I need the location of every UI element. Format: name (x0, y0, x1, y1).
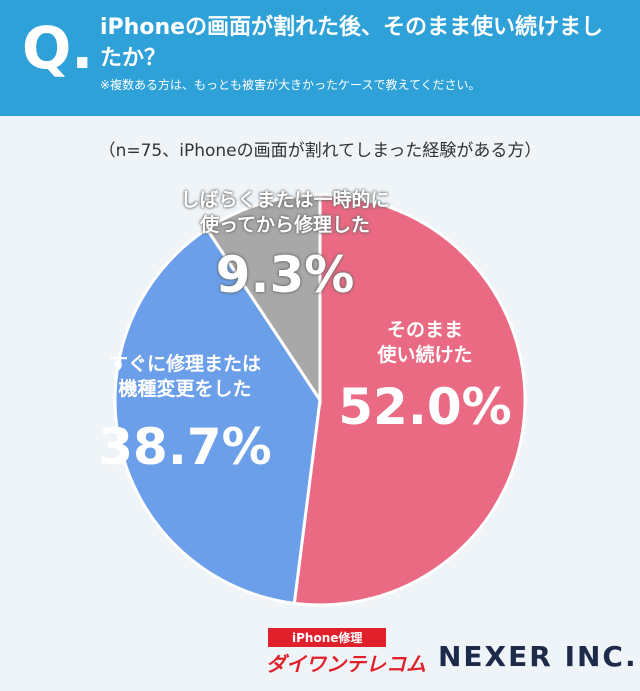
logo: iPhone修理 (268, 628, 387, 647)
value-label: 9.3% (215, 246, 355, 304)
logo: ダイワンテレコム (266, 652, 426, 676)
logo: NEXER INC. (438, 640, 638, 673)
subtitle: （n=75、iPhoneの画面が割れてしまった経験がある方） (98, 141, 542, 161)
pie-slice (204, 193, 322, 405)
header (0, 0, 640, 116)
slice-label: しばらくまたは一時的に 使ってから修理した (180, 189, 390, 236)
chart-title: iPhoneの画面が割れた後、そのまま使い続けましたか？ (100, 15, 604, 71)
slice-label: そのまま 使い続けた (377, 319, 473, 366)
slice-label: すぐに修理または 機種変更をした (108, 353, 262, 400)
value-label: 52.0% (338, 378, 512, 436)
question-badge: Q. (22, 14, 94, 82)
note: ※複数ある方は、もっとも被害が大きかったケースで教えてください。 (100, 78, 481, 92)
value-label: 38.7% (98, 418, 272, 476)
pie-slice (292, 193, 527, 607)
